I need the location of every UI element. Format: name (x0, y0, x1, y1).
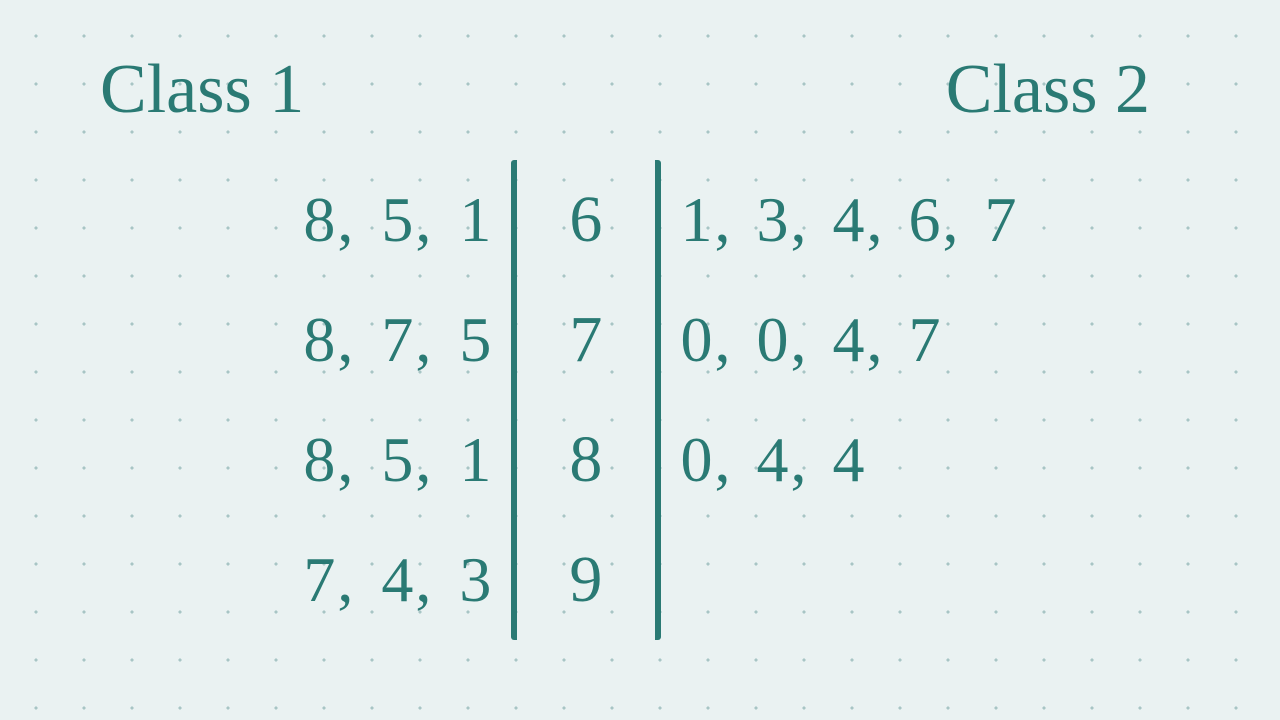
left-leaf-row: 8, 5, 1 (303, 160, 511, 280)
header-class-2: Class 2 (946, 50, 1150, 130)
left-leaf-row: 7, 4, 3 (303, 520, 511, 640)
diagram-content: Class 1 Class 2 8, 5, 1 8, 7, 5 8, 5, 1 … (90, 50, 1190, 640)
right-leaf-row: 1, 3, 4, 6, 7 (681, 160, 1019, 280)
stem-leaf-plot: 8, 5, 1 8, 7, 5 8, 5, 1 7, 4, 3 6 7 8 9 … (90, 160, 1190, 640)
stem-leaf-diagram: Class 1 Class 2 8, 5, 1 8, 7, 5 8, 5, 1 … (0, 0, 1280, 720)
right-leaf-row: 0, 4, 4 (681, 400, 867, 520)
left-leaf-row: 8, 7, 5 (303, 280, 511, 400)
stem-value: 6 (569, 160, 602, 280)
stem-column: 6 7 8 9 (511, 160, 660, 640)
stem-value: 7 (569, 280, 602, 400)
left-leaves-column: 8, 5, 1 8, 7, 5 8, 5, 1 7, 4, 3 (90, 160, 511, 640)
stem-value: 9 (569, 520, 602, 640)
headers-row: Class 1 Class 2 (90, 50, 1190, 130)
right-leaf-row: 0, 0, 4, 7 (681, 280, 943, 400)
stem-value: 8 (569, 400, 602, 520)
header-class-1: Class 1 (100, 50, 304, 130)
right-leaves-column: 1, 3, 4, 6, 7 0, 0, 4, 7 0, 4, 4 (661, 160, 1191, 640)
left-leaf-row: 8, 5, 1 (303, 400, 511, 520)
